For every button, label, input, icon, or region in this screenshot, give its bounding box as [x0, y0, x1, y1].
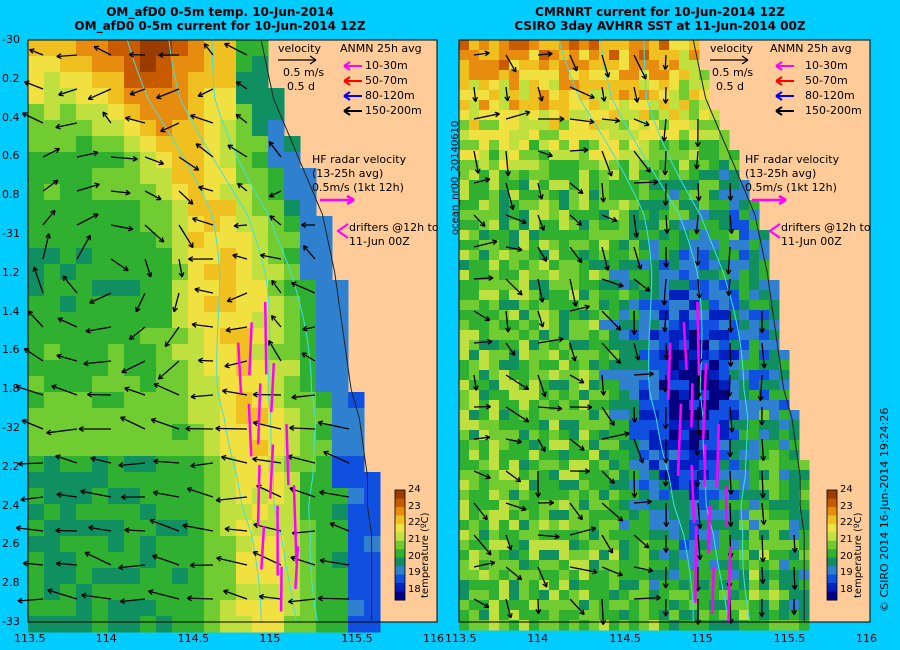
colorbar-tick-label: 19	[840, 567, 853, 579]
x-tick-label: 115.5	[773, 632, 806, 645]
colorbar-tick-label: 24	[840, 484, 853, 495]
y-tick-label: 0.8	[2, 188, 20, 202]
overlay-legend-graphics	[278, 55, 838, 601]
left-title-1: OM_afD0 0-5m temp. 10-Jun-2014	[106, 5, 334, 19]
colorbar-tick-label: 19	[408, 567, 421, 579]
y-tick-label: 0.6	[2, 149, 20, 163]
right-hf-label-1: HF radar velocity	[745, 153, 840, 166]
colorbar-tick-label: 22	[840, 517, 853, 529]
y-tick-label: -32	[2, 421, 20, 434]
right-side-label: ocean_nr00_20140610	[450, 120, 461, 235]
right-depth-2: 50-70m	[805, 74, 848, 87]
left-velocity-label: velocity	[278, 42, 321, 55]
right-drifter-label-2: 11-Jun 00Z	[781, 235, 842, 248]
left-drifter-label-2: 11-Jun 00Z	[349, 235, 410, 248]
x-tick-label: 114.5	[177, 632, 210, 645]
y-tick-label: 0.2	[2, 71, 20, 85]
colorbar-tick-label: 23	[840, 500, 853, 512]
right-depth-1: 10-30m	[805, 59, 848, 72]
right-scale-speed: 0.5 m/s	[712, 66, 754, 79]
x-tick-label: 114	[95, 632, 117, 645]
y-tick-label: 1.8	[2, 382, 20, 396]
right-drifter-label-1: drifters @12h to	[781, 221, 871, 234]
y-tick-label: 1.2	[2, 265, 20, 279]
colorbar-tick-label: 20	[840, 550, 853, 562]
colorbar-tick-label: 23	[408, 500, 421, 512]
right-title-1: CMRNRT current for 10-Jun-2014 12Z	[535, 5, 785, 19]
left-depth-2: 50-70m	[365, 74, 408, 87]
x-tick-label: 114	[527, 632, 549, 645]
y-tick-label: 2.6	[2, 537, 20, 551]
colorbar-tick-label: 21	[408, 534, 421, 545]
colorbar-tick-label: 22	[408, 517, 421, 529]
x-tick-label: 116	[423, 632, 444, 645]
left-hf-label-3: 0.5m/s (1kt 12h)	[312, 181, 404, 194]
x-tick-label: 116	[856, 632, 877, 645]
colorbar-tick-label: 20	[408, 550, 421, 562]
y-tick-label: 2.4	[2, 498, 20, 512]
left-hf-label-2: (13-25h avg)	[312, 167, 384, 180]
right-depth-3: 80-120m	[805, 89, 855, 102]
left-depth-3: 80-120m	[365, 89, 415, 102]
left-title-2: OM_afD0 0-5m current for 10-Jun-2014 12Z	[74, 19, 366, 33]
credit-text: © CSIRO 2014 16-Jun-2014 19:24:26	[878, 407, 891, 612]
right-hf-label-3: 0.5m/s (1kt 12h)	[745, 181, 837, 194]
left-map-panel	[15, 39, 438, 633]
right-hf-label-2: (13-25h avg)	[745, 167, 817, 180]
colorbar-tick-label: 24	[408, 484, 421, 495]
y-tick-label: 2.2	[2, 459, 20, 473]
colorbar-tick-label: 21	[840, 534, 853, 545]
y-tick-label: -30	[2, 33, 20, 46]
x-tick-label: 115	[259, 632, 281, 645]
right-depth-4: 150-200m	[805, 104, 862, 117]
y-tick-label: 2.8	[2, 576, 20, 590]
left-scale-speed: 0.5 m/s	[283, 66, 325, 79]
left-anmn-label: ANMN 25h avg	[340, 42, 422, 55]
x-tick-label: 113.5	[445, 632, 477, 645]
x-tick-label: 113.5	[14, 632, 46, 645]
colorbar-tick-label: 18	[840, 584, 853, 595]
left-depth-1: 10-30m	[365, 59, 408, 72]
left-scale-duration: 0.5 d	[287, 80, 315, 93]
y-tick-label: 0.4	[2, 110, 20, 124]
right-scale-duration: 0.5 d	[716, 80, 744, 93]
colorbar-tick-label: 18	[408, 584, 421, 595]
right-anmn-label: ANMN 25h avg	[770, 42, 852, 55]
right-title-2: CSIRO 3day AVHRR SST at 11-Jun-2014 00Z	[514, 19, 806, 33]
right-velocity-label: velocity	[710, 42, 753, 55]
x-tick-label: 115	[691, 632, 713, 645]
x-tick-label: 115.5	[341, 632, 373, 645]
x-tick-label: 114.5	[609, 632, 641, 645]
y-tick-label: -31	[2, 227, 20, 240]
right-colorbar-title: temperature (ºC)	[853, 512, 864, 598]
right-map-panel	[458, 39, 871, 631]
y-tick-label: -33	[2, 615, 20, 628]
left-depth-4: 150-200m	[365, 104, 422, 117]
y-tick-label: 1.4	[2, 304, 20, 318]
y-tick-label: 1.6	[2, 343, 20, 357]
left-hf-label-1: HF radar velocity	[312, 153, 407, 166]
left-colorbar-title: temperature (ºC)	[420, 512, 431, 598]
left-drifter-label-1: drifters @12h to	[349, 221, 439, 234]
